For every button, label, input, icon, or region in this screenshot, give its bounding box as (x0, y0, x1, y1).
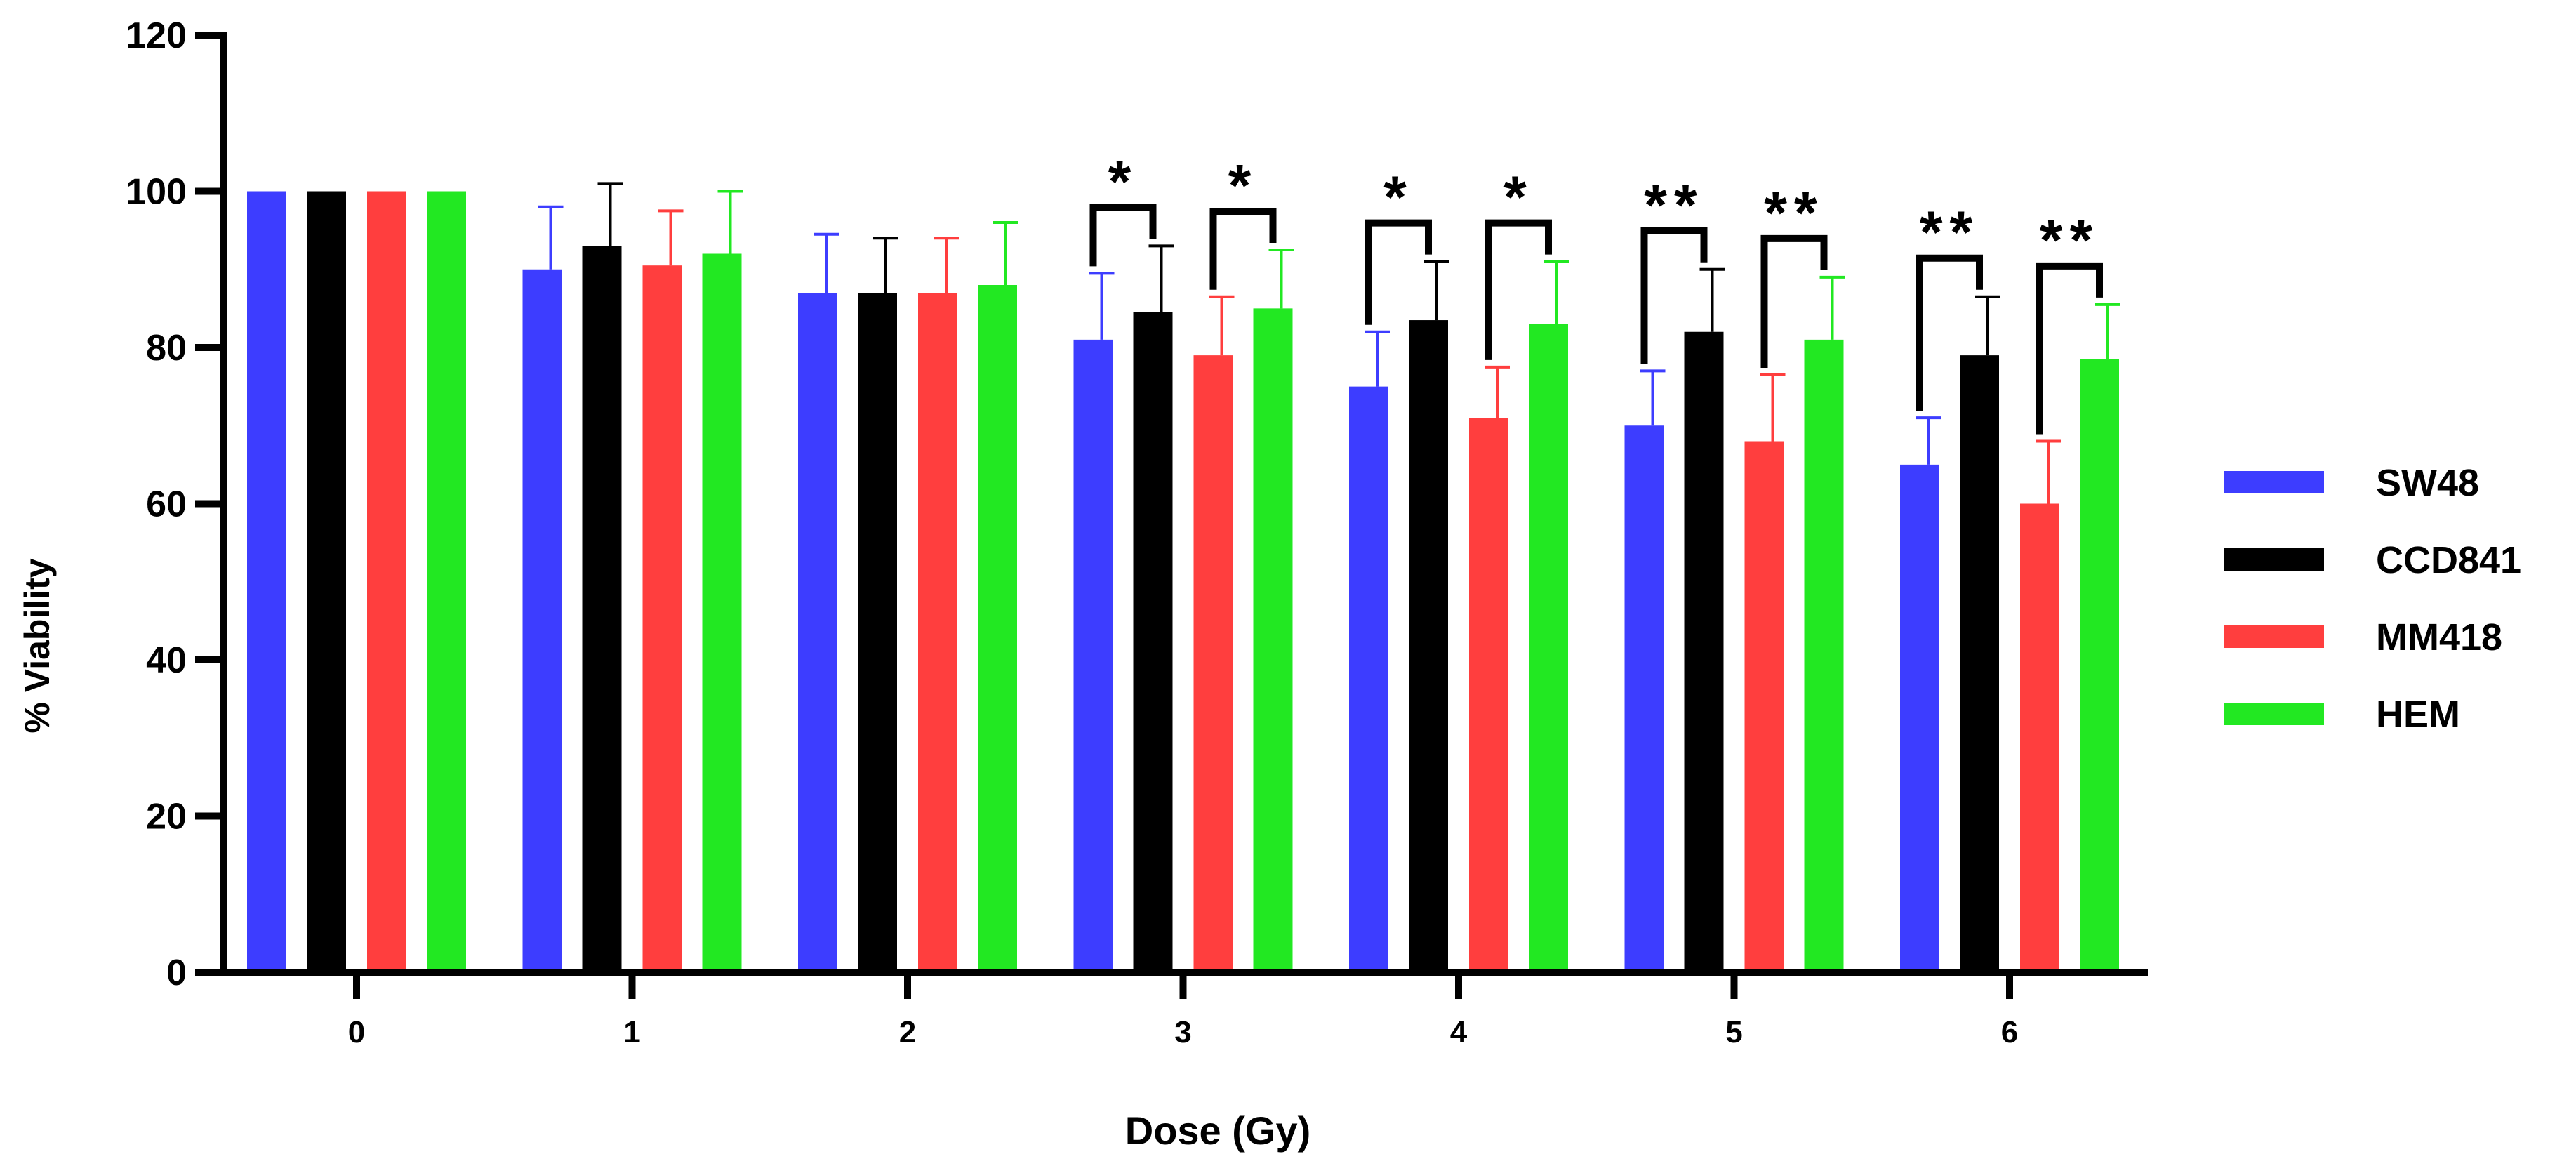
bar-SW48-3 (1073, 339, 1113, 972)
y-tick-label-0: 0 (166, 953, 187, 993)
bar-MM418-1 (642, 265, 682, 972)
bar-HEM-2 (978, 285, 1017, 972)
legend: SW48 CCD841 MM418 HEM (2224, 462, 2521, 736)
x-tick-label-2: 2 (899, 1015, 916, 1049)
significance-bracket-5-MM418-HEM (1760, 234, 1828, 368)
bar-HEM-3 (1253, 308, 1293, 972)
bar-HEM-5 (1804, 339, 1844, 972)
y-tick-label-120: 120 (126, 15, 187, 56)
legend-swatch-CCD841 (2224, 548, 2324, 571)
significance-annotations: * * * * ** ** ** ** (1089, 148, 2103, 435)
bar-MM418-6 (2020, 503, 2059, 972)
significance-bracket-4-MM418-HEM (1485, 219, 1552, 360)
x-tick-label-0: 0 (348, 1015, 365, 1049)
significance-bracket-3-SW48-CCD841 (1089, 204, 1157, 267)
bar-HEM-4 (1529, 324, 1568, 972)
bar-CCD841-4 (1409, 320, 1448, 972)
bar-SW48-0 (247, 191, 286, 972)
significance-label-4-MM418-HEM: * (1503, 164, 1534, 230)
y-axis-title: % Viability (18, 558, 57, 733)
bar-HEM-6 (2080, 359, 2119, 972)
x-tick-label-4: 4 (1450, 1015, 1468, 1049)
legend-label-HEM: HEM (2376, 694, 2460, 736)
bar-MM418-0 (367, 191, 406, 972)
significance-label-5-MM418-HEM: ** (1764, 180, 1824, 246)
significance-bracket-3-MM418-HEM (1209, 207, 1277, 290)
bar-SW48-6 (1900, 464, 1939, 972)
significance-label-5-SW48-CCD841: ** (1644, 172, 1704, 238)
legend-label-SW48: SW48 (2376, 462, 2479, 504)
axes: 0 20 40 60 80 100 120 0 1 2 3 4 5 6 (126, 15, 2148, 1049)
significance-bracket-5-SW48-CCD841 (1640, 227, 1708, 364)
significance-label-6-SW48-CCD841: ** (1920, 199, 1979, 265)
bars (247, 182, 2120, 972)
legend-label-MM418: MM418 (2376, 616, 2502, 658)
bar-MM418-5 (1744, 441, 1784, 972)
bar-MM418-4 (1469, 418, 1508, 972)
bar-MM418-3 (1193, 355, 1233, 972)
y-tick-label-20: 20 (146, 797, 187, 837)
bar-CCD841-2 (858, 293, 897, 972)
significance-bracket-6-SW48-CCD841 (1916, 254, 1983, 411)
bar-SW48-2 (798, 293, 837, 972)
bar-MM418-2 (918, 293, 957, 972)
x-axis-title: Dose (Gy) (1125, 1108, 1311, 1153)
bar-SW48-4 (1349, 386, 1388, 972)
y-tick-label-80: 80 (146, 328, 187, 369)
y-tick-label-60: 60 (146, 484, 187, 525)
significance-label-3-SW48-CCD841: * (1108, 148, 1138, 214)
bar-HEM-1 (702, 253, 742, 972)
bar-SW48-1 (522, 269, 562, 972)
x-tick-label-6: 6 (2001, 1015, 2018, 1049)
significance-label-3-MM418-HEM: * (1228, 152, 1259, 218)
significance-bracket-4-SW48-CCD841 (1365, 219, 1432, 325)
legend-swatch-SW48 (2224, 471, 2324, 493)
x-tick-label-3: 3 (1174, 1015, 1191, 1049)
significance-label-4-SW48-CCD841: * (1383, 164, 1414, 230)
x-tick-label-1: 1 (623, 1015, 640, 1049)
legend-swatch-HEM (2224, 703, 2324, 725)
bar-CCD841-5 (1684, 331, 1724, 972)
x-tick-label-5: 5 (1725, 1015, 1742, 1049)
y-tick-label-100: 100 (126, 172, 187, 213)
bar-CCD841-0 (307, 191, 346, 972)
significance-label-6-MM418-HEM: ** (2040, 207, 2099, 273)
bar-CCD841-1 (582, 246, 622, 972)
legend-swatch-MM418 (2224, 625, 2324, 648)
bar-CCD841-6 (1960, 355, 1999, 972)
bar-SW48-5 (1624, 425, 1664, 972)
y-tick-label-40: 40 (146, 640, 187, 681)
legend-label-CCD841: CCD841 (2376, 539, 2521, 581)
bar-HEM-0 (427, 191, 466, 972)
significance-bracket-6-MM418-HEM (2036, 262, 2103, 435)
bar-CCD841-3 (1133, 312, 1173, 972)
